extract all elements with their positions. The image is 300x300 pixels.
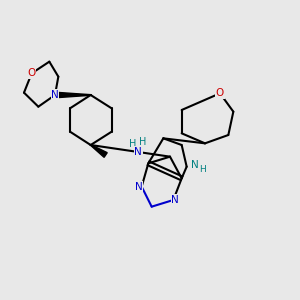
Text: N: N (134, 147, 142, 157)
Text: O: O (28, 68, 36, 78)
Polygon shape (55, 92, 91, 98)
Text: N: N (135, 182, 142, 192)
Text: O: O (216, 88, 224, 98)
Text: N: N (51, 90, 59, 100)
Polygon shape (91, 145, 107, 157)
Text: N: N (172, 195, 179, 205)
Text: H: H (129, 139, 136, 149)
Text: N: N (191, 160, 199, 170)
Text: H: H (139, 137, 146, 147)
Text: H: H (199, 165, 206, 174)
